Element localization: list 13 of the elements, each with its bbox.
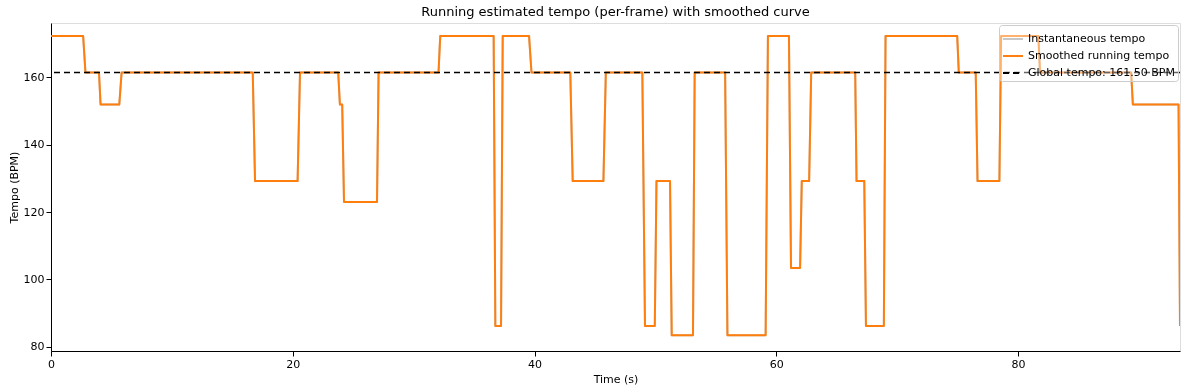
y-tick-label: 80	[30, 340, 45, 354]
y-tick-label: 120	[23, 205, 45, 219]
y-axis-title: Tempo (BPM)	[7, 151, 21, 225]
chart-title: Running estimated tempo (per-frame) with smoothed curve	[421, 4, 810, 19]
x-tick-label: 0	[48, 357, 55, 371]
x-tick-label: 40	[528, 357, 543, 371]
x-tick-label: 20	[286, 357, 301, 371]
x-tick-label: 80	[1011, 357, 1026, 371]
y-tick-label: 160	[23, 71, 45, 84]
y-tick-label: 140	[23, 138, 45, 152]
x-axis-title: Time (s)	[592, 372, 639, 386]
x-tick-label: 60	[769, 357, 784, 371]
y-tick-label: 100	[23, 272, 45, 286]
